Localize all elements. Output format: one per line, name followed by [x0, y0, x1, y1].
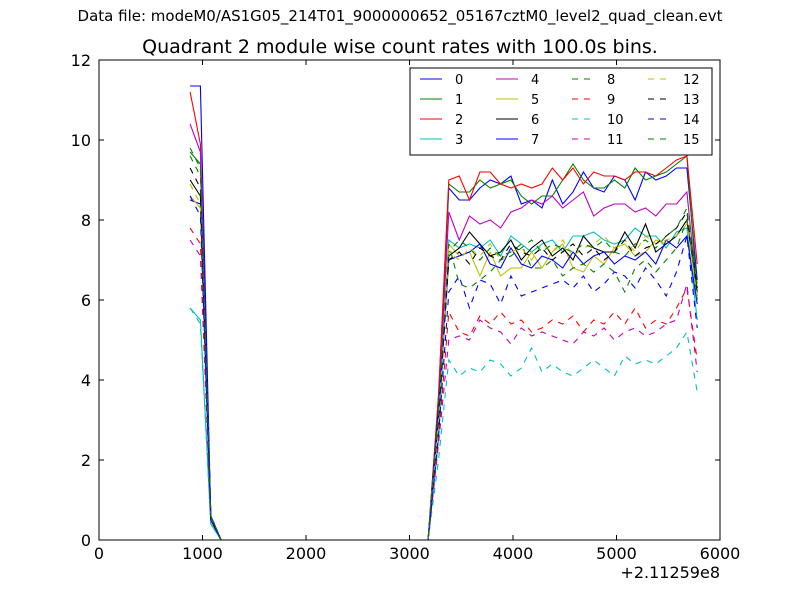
- x-tick-label: 2000: [286, 544, 327, 563]
- legend-label-1: 1: [455, 93, 463, 108]
- series-line-13: [189, 167, 698, 541]
- series-line-14: [189, 195, 698, 541]
- legend-label-9: 9: [607, 93, 615, 108]
- legend-label-2: 2: [455, 113, 463, 128]
- series-line-3: [189, 227, 698, 541]
- series-line-11: [189, 239, 698, 541]
- series-line-15: [189, 155, 698, 541]
- series-line-12: [189, 183, 698, 541]
- x-tick-label: 6000: [700, 544, 741, 563]
- legend-label-11: 11: [607, 133, 624, 148]
- legend-label-13: 13: [683, 93, 700, 108]
- series-line-5: [189, 195, 698, 541]
- x-tick-label: 4000: [493, 544, 534, 563]
- x-tick-label: 1000: [182, 544, 223, 563]
- series-line-0: [189, 167, 698, 541]
- y-tick-label: 0: [81, 531, 91, 550]
- data-file-title: Data file: modeM0/AS1G05_214T01_90000006…: [77, 7, 723, 25]
- series-line-9: [189, 227, 698, 541]
- y-tick-label: 10: [71, 131, 91, 150]
- legend-label-14: 14: [683, 113, 700, 128]
- legend-label-12: 12: [683, 73, 700, 88]
- y-tick-label: 4: [81, 371, 91, 390]
- legend-label-7: 7: [531, 133, 539, 148]
- legend-label-4: 4: [531, 73, 539, 88]
- legend-box: [409, 67, 713, 156]
- legend-label-3: 3: [455, 133, 463, 148]
- y-tick-label: 12: [71, 51, 91, 70]
- legend-label-10: 10: [607, 113, 624, 128]
- y-tick-label: 2: [81, 451, 91, 470]
- legend-label-5: 5: [531, 93, 539, 108]
- y-tick-label: 6: [81, 291, 91, 310]
- series-layer: [189, 85, 698, 541]
- legend-label-8: 8: [607, 73, 615, 88]
- x-tick-label: 0: [94, 544, 104, 563]
- chart-title: Quadrant 2 module wise count rates with …: [142, 36, 658, 58]
- series-line-2: [189, 91, 698, 541]
- x-tick-label: 5000: [596, 544, 637, 563]
- x-tick-label: 3000: [389, 544, 430, 563]
- y-tick-label: 8: [81, 211, 91, 230]
- series-line-7: [190, 85, 698, 541]
- legend-label-0: 0: [455, 73, 463, 88]
- legend-label-15: 15: [683, 133, 700, 148]
- x-offset-label: +2.11259e8: [620, 563, 720, 582]
- legend-label-6: 6: [531, 113, 539, 128]
